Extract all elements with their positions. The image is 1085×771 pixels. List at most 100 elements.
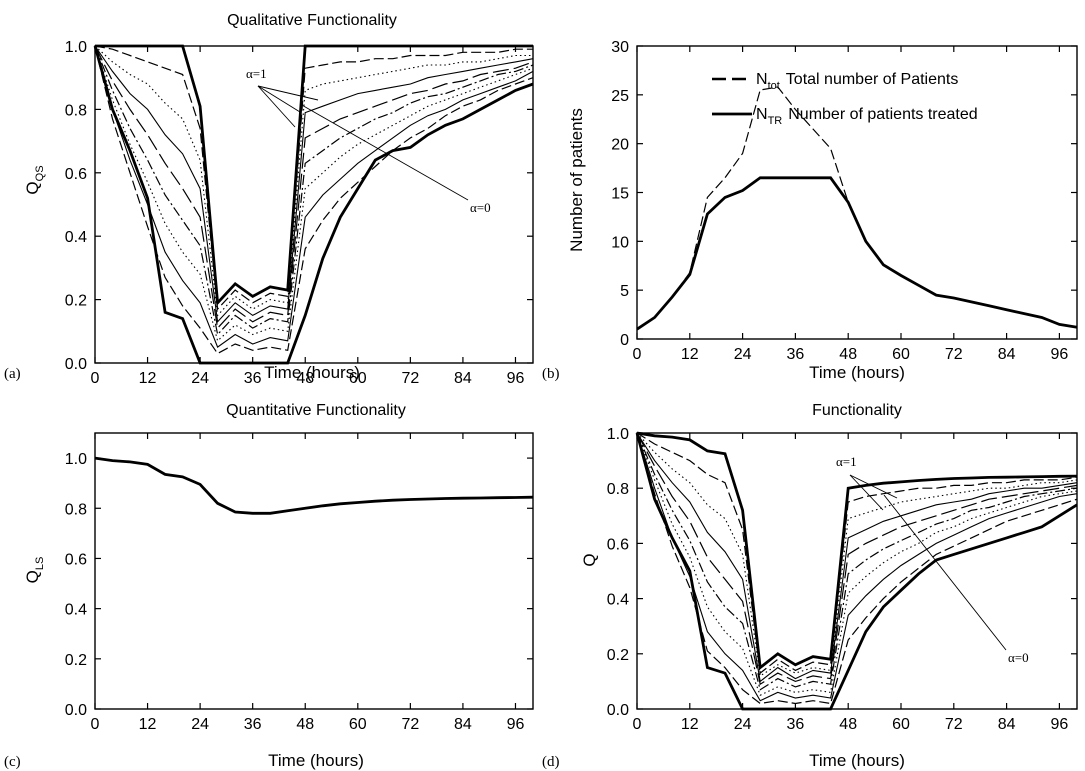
panel-a-title: Qualitative Functionality [227,12,397,29]
panel-b-ytick-label-5: 25 [611,88,629,105]
panel-d-series-8 [636,432,1078,705]
panel-b-xtick-label-6: 72 [945,346,963,363]
panel-a-ylabel-main: Q [23,181,42,194]
panel-d-ytick-label-1: 0.2 [607,647,629,664]
panel-d-xtick-label-2: 24 [734,716,752,733]
panel-a-xtick-label-3: 36 [244,370,262,387]
panel-b-series-0 [636,86,1078,330]
panel-b-ylabel: Number of patients [567,108,586,252]
panel-b-xtick-label-5: 60 [892,346,910,363]
panel-a-series-7 [94,45,534,348]
panel-d-series-7 [636,432,1078,702]
panel-d-series-4 [636,432,1078,686]
panel-a-xtick-label-0: 0 [91,370,100,387]
panel-a-ylabel: QQS [23,165,46,194]
panel-d-xtick-label-5: 60 [892,716,910,733]
panel-a-ytick-label-4: 0.8 [65,102,87,119]
panel-a-arrow-3 [257,85,296,128]
panel-d-label: (d) [542,754,560,770]
panel-d-xtick-label-8: 96 [1051,716,1069,733]
panel-d-xtick-label-0: 0 [633,716,642,733]
panel-a-arrow-4 [299,103,469,201]
panel-a-plot: 0 12 24 36 48 60 72 84 96 0.0 0.2 0.4 0.6 0.8 1.0 [65,39,534,387]
legend-total-symbol: N [756,71,768,88]
panel-d-frame [636,432,1078,710]
panel-c-xlabel: Time (hours) [268,751,364,770]
panel-c-xtick-label-2: 24 [191,716,209,733]
panel-b-frame [636,45,1078,340]
panel-d-ylabel: Q [580,553,599,566]
panel-a-arrows [257,85,469,201]
panel-c-xtick-label-3: 36 [244,716,262,733]
panel-d-alpha0-label: α=0 [1008,650,1029,665]
svg-text:QLS: QLS [23,557,46,584]
panel-c-xtick-label-7: 84 [454,716,472,733]
panel-c-label: (c) [4,754,21,770]
panel-a-alpha1-label: α=1 [246,66,267,81]
panel-b-xtick-label-4: 48 [839,346,857,363]
panel-d-alpha1-label: α=1 [836,454,857,469]
panel-a-series-4 [94,45,534,330]
panel-b-xtick-label-0: 0 [633,346,642,363]
panel-c-ylabel-main: Q [23,570,42,583]
panel-a-xtick-label-1: 12 [139,370,157,387]
panel-b-xtick-label-3: 36 [787,346,805,363]
panel-d-arrow-3 [883,494,1007,651]
panel-a-series-2 [94,45,533,317]
panel-a-frame [94,45,534,364]
panel-a-xtick-label-5: 60 [349,370,367,387]
panel-a-ytick-label-0: 0.0 [65,356,87,373]
panel-b-series-1 [636,176,1078,331]
panel-d-series-2 [636,432,1078,677]
panel-b-ytick-label-3: 15 [611,186,629,203]
panel-b-plot: 0 12 24 36 48 60 72 84 96 0 5 10 15 20 25 30 [611,39,1078,363]
panel-a-label: (a) [4,366,21,382]
panel-b-xtick-label-2: 24 [734,346,752,363]
panel-d-series-3 [636,432,1078,683]
panel-c-title: Quantitative Functionality [226,402,406,419]
panel-d-series-0 [636,431,1078,671]
panel-c-plot: 0 12 24 36 48 60 72 84 96 0.0 0.2 0.4 0.6 0.8 1.0 [65,432,534,733]
panel-d-ytick-label-3: 0.6 [607,536,629,553]
legend-entry-treated: NTR Number of patients treated [756,106,978,127]
panel-d-ytick-label-0: 0.0 [607,702,629,719]
panel-d-ytick-label-2: 0.4 [607,592,629,609]
panel-c-xtick-label-5: 60 [349,716,367,733]
panel-a-series-6 [94,45,534,342]
panel-c-xtick-label-4: 48 [296,716,314,733]
panel-a-xtick-label-2: 24 [191,370,209,387]
panel-a-xtick-label-6: 72 [401,370,419,387]
panel-b-xtick-label-1: 12 [681,346,699,363]
panel-a-ytick-label-3: 0.6 [65,166,87,183]
panel-b-ytick-label-2: 10 [611,234,629,251]
panel-b-xlabel: Time (hours) [809,363,905,382]
legend-treated-text: Number of patients treated [788,106,977,123]
panel-b-ytick-label-6: 30 [611,39,629,56]
panel-c-ylabel-sub: LS [34,557,46,570]
panel-b-ytick-label-4: 20 [611,137,629,154]
panel-c-ytick-label-2: 0.4 [65,602,87,619]
panel-d-series-5 [636,432,1078,691]
legend-entry-total: Ntot Total number of Patients [756,71,958,92]
panel-a-xtick-label-8: 96 [507,370,525,387]
panel-c-series-0 [94,456,534,515]
panel-a-xlabel: Time (hours) [264,363,360,382]
panel-d-plot: 0 12 24 36 48 60 72 84 96 0.0 0.2 0.4 0.6 0.8 1.0 [607,426,1078,733]
panel-a-xtick-label-4: 48 [296,370,314,387]
panel-c-xtick-label-6: 72 [401,716,419,733]
panel-d-series-9 [635,432,1078,711]
panel-d-arrows [849,474,1007,651]
panel-c-ylabel: QLS [23,557,46,584]
panel-a-series-8 [94,45,534,355]
panel-d-xtick-label-4: 48 [839,716,857,733]
panel-c-frame [94,432,534,710]
panel-a-series-1 [94,45,533,311]
panel-d-xtick-label-3: 36 [787,716,805,733]
panel-a-alpha0-label: α=0 [470,200,491,215]
panel-b-ytick-label-0: 0 [620,332,629,349]
panel-d-title: Functionality [812,402,902,419]
panel-d-xlabel: Time (hours) [809,751,905,770]
panel-d-xtick-label-1: 12 [681,716,699,733]
panel-a: Qualitative Functionality 0 12 24 36 48 60 72 8… [4,12,534,387]
